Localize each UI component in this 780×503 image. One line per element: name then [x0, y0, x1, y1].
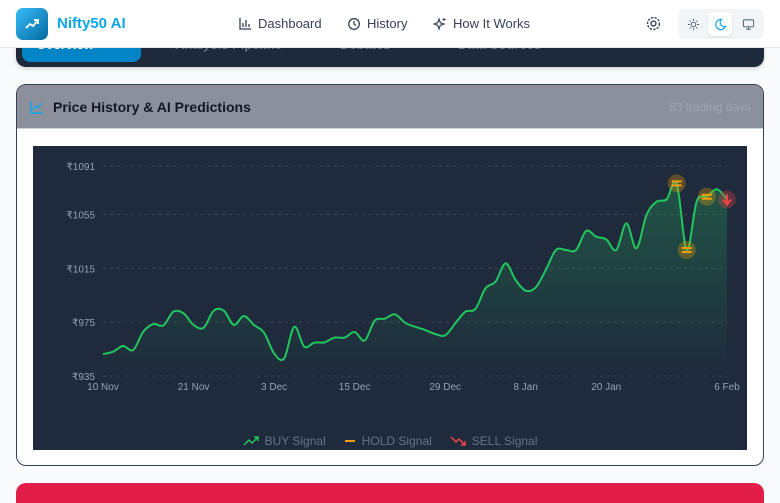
card-title: Price History & AI Predictions: [53, 99, 251, 115]
hold-signal-icon: [701, 193, 712, 200]
dark-mode-button[interactable]: [708, 12, 732, 36]
sparkles-icon: [433, 16, 446, 31]
legend-sell-label: SELL Signal: [471, 434, 538, 448]
chart-legend: BUY Signal HOLD Signal SELL Signal: [33, 434, 747, 448]
moon-icon: [714, 18, 727, 30]
x-tick-label: 21 Nov: [178, 382, 210, 393]
hold-signal-marker: [677, 241, 696, 259]
line-chart-icon: [30, 101, 43, 114]
trending-down-icon: [450, 436, 466, 446]
legend-hold[interactable]: HOLD Signal: [344, 434, 432, 448]
x-tick-label: 10 Nov: [87, 382, 119, 393]
x-tick-label: 6 Feb: [714, 382, 740, 393]
x-tick-label: 15 Dec: [339, 382, 371, 393]
bar-chart-icon: [239, 17, 251, 30]
x-tick-label: 3 Dec: [261, 382, 287, 393]
legend-hold-label: HOLD Signal: [361, 434, 432, 448]
nav-dashboard[interactable]: Dashboard: [238, 16, 322, 31]
card-header: Price History & AI Predictions 63 tradin…: [17, 85, 763, 129]
theme-switcher: [678, 9, 764, 39]
hold-signal-icon: [681, 247, 692, 253]
price-chart: ₹1091 ₹1055 ₹1015 ₹975 ₹935 10 Nov 21 Nov 3 Dec…: [33, 146, 747, 450]
trending-up-icon: [243, 436, 259, 446]
settings-gear-icon[interactable]: [645, 15, 662, 37]
price-area: [103, 181, 727, 376]
system-mode-button[interactable]: [736, 12, 760, 36]
hold-signal-icon: [671, 180, 682, 187]
next-card: [16, 483, 764, 503]
sun-icon: [687, 18, 699, 30]
top-header: Nifty50 AI Dashboard History How It Work…: [0, 0, 780, 48]
y-tick-label: ₹1015: [66, 264, 95, 275]
y-tick-label: ₹975: [72, 318, 95, 329]
nav-how-it-works[interactable]: How It Works: [433, 16, 530, 31]
hold-signal-marker: [667, 174, 686, 193]
trading-days-count: 63 trading days: [668, 100, 751, 114]
brand-name[interactable]: Nifty50 AI: [57, 15, 126, 32]
light-mode-button[interactable]: [681, 12, 705, 36]
y-tick-label: ₹1091: [66, 162, 95, 173]
monitor-icon: [742, 18, 754, 30]
sell-signal-icon: [722, 194, 732, 207]
legend-sell[interactable]: SELL Signal: [450, 434, 538, 448]
hold-signal-marker: [697, 187, 716, 206]
minus-icon: [344, 440, 355, 442]
x-tick-label: 20 Jan: [591, 382, 621, 393]
logo-icon[interactable]: [16, 8, 48, 40]
legend-buy-label: BUY Signal: [264, 434, 326, 448]
price-history-card: Price History & AI Predictions 63 tradin…: [16, 84, 764, 466]
nav-history-label: History: [367, 16, 408, 31]
nav-dashboard-label: Dashboard: [258, 16, 322, 31]
history-icon: [348, 17, 360, 30]
x-tick-label: 8 Jan: [513, 382, 537, 393]
nav-how-it-works-label: How It Works: [453, 16, 531, 31]
legend-buy[interactable]: BUY Signal: [243, 434, 326, 448]
nav-history[interactable]: History: [347, 16, 407, 31]
y-tick-label: ₹1055: [66, 210, 95, 221]
x-tick-label: 29 Dec: [429, 382, 461, 393]
y-tick-label: ₹935: [72, 372, 95, 383]
price-line: [102, 180, 728, 362]
